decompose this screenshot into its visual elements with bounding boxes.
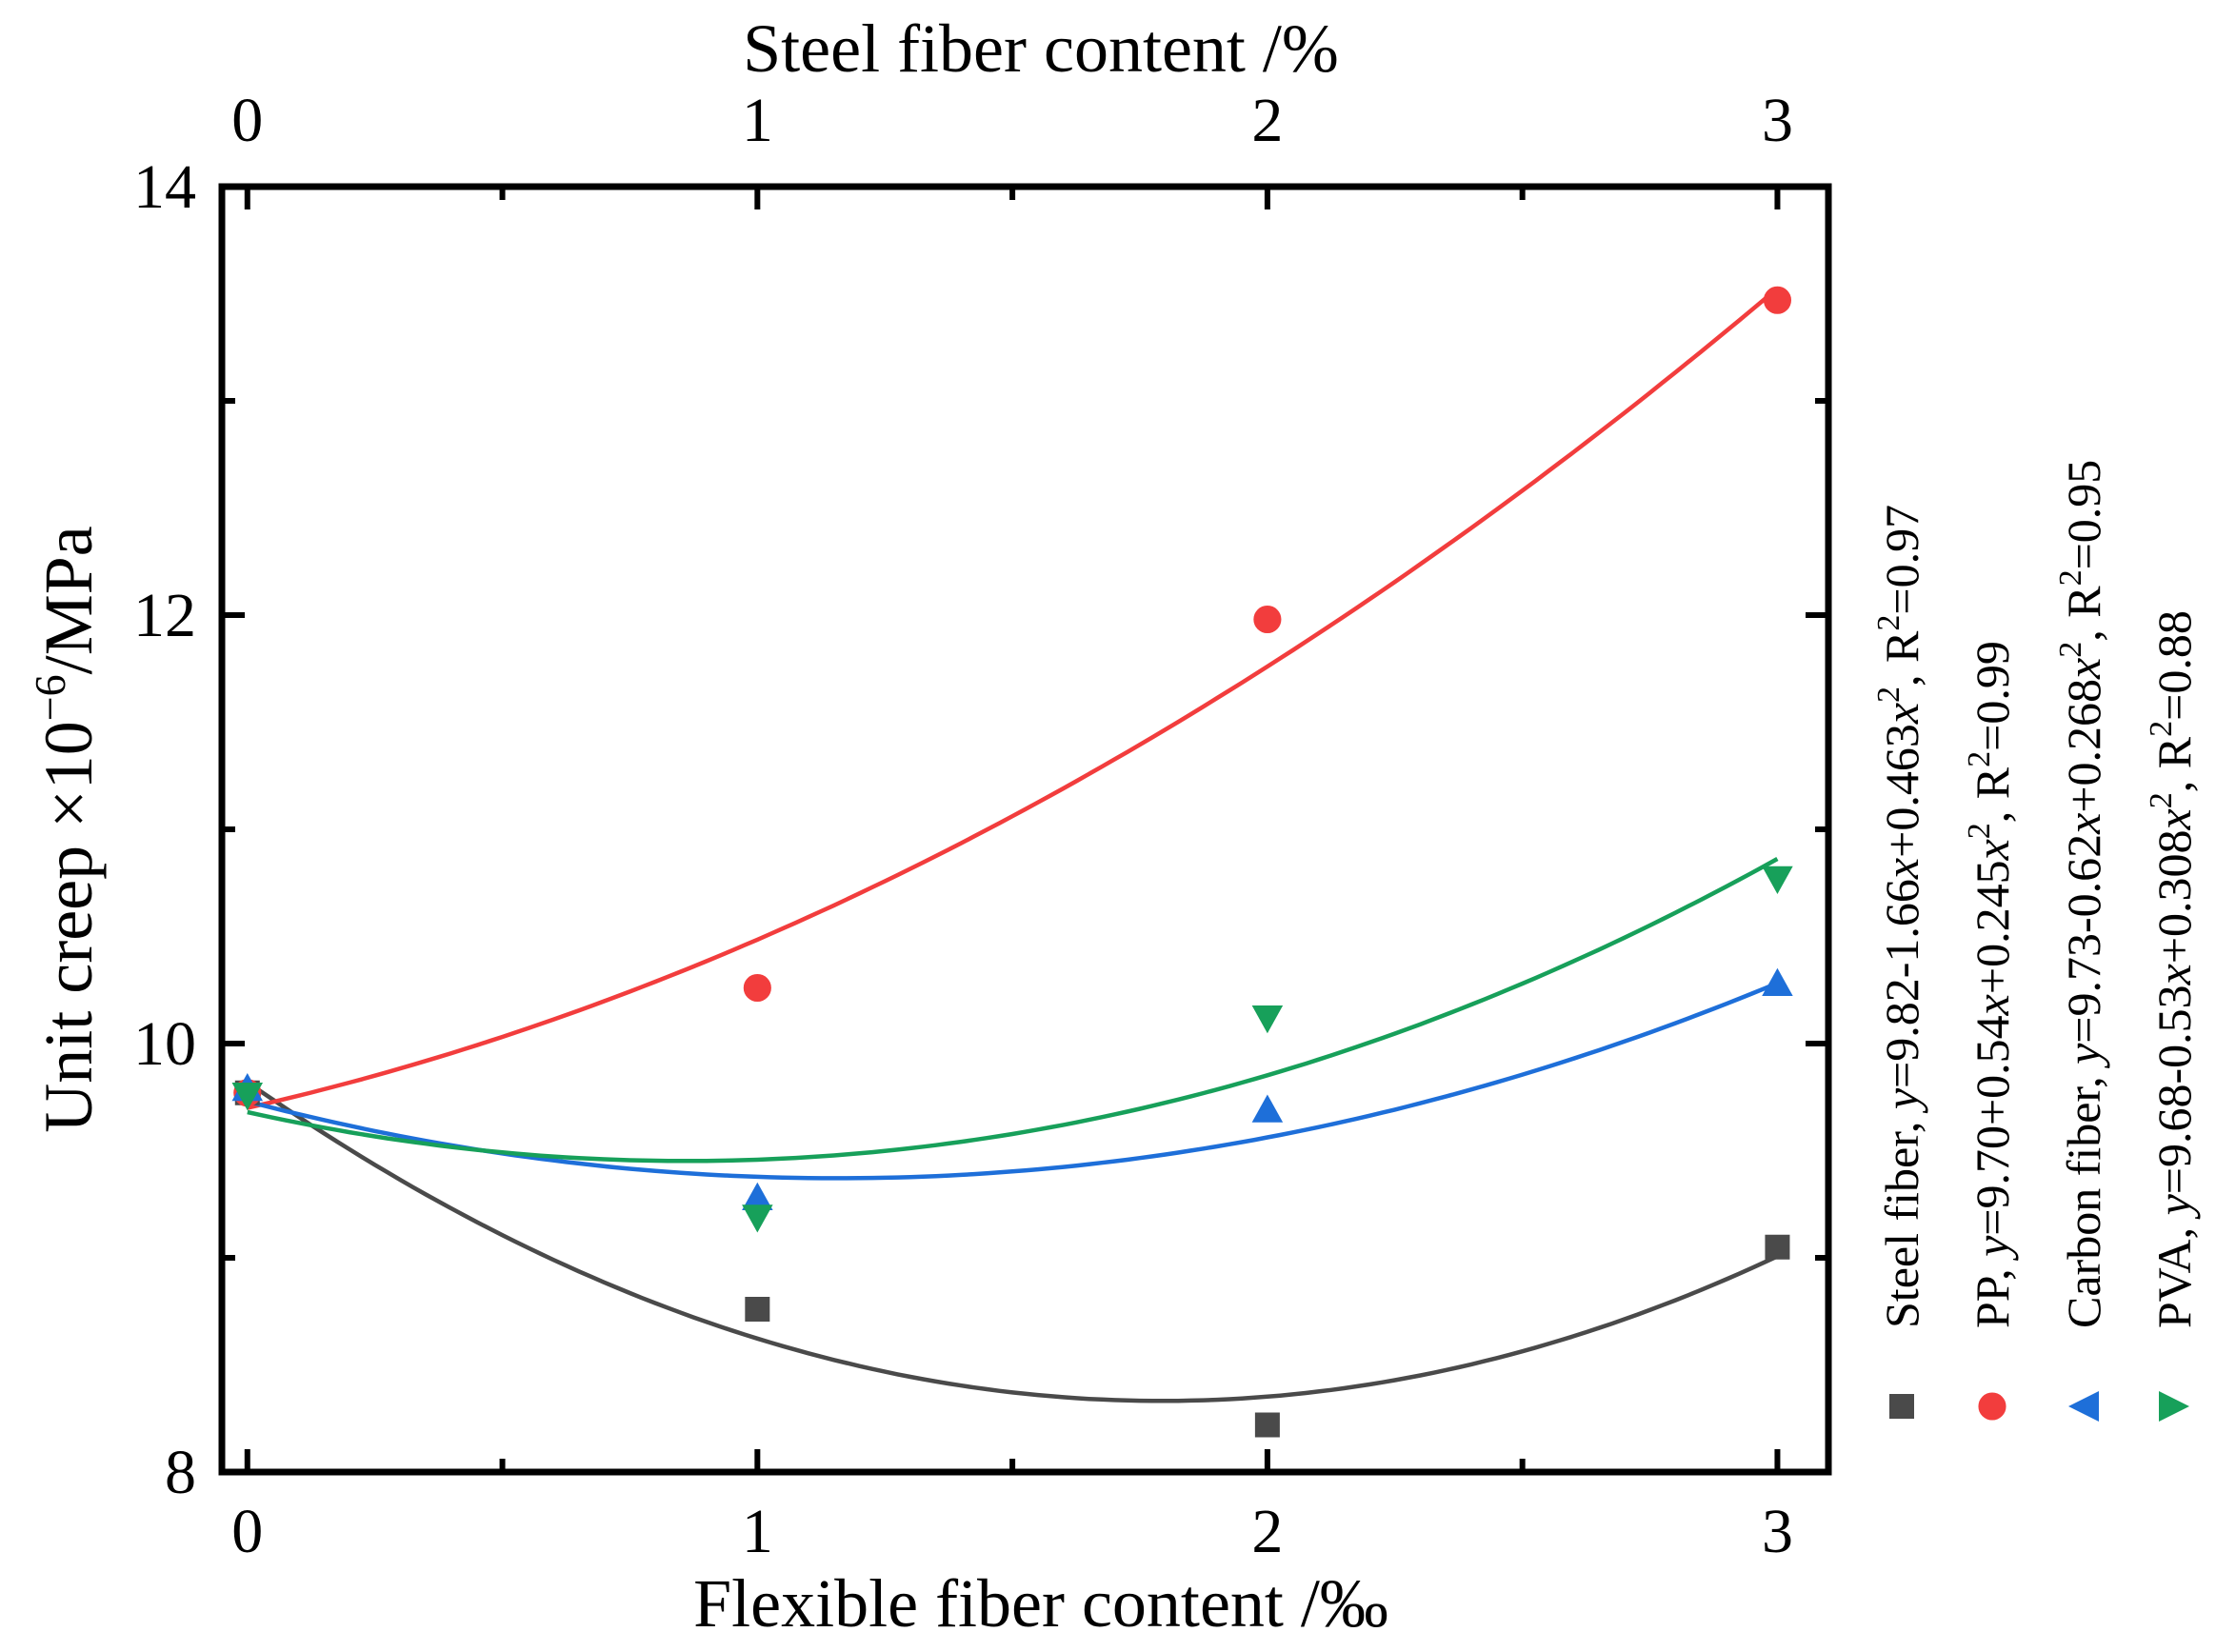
fit-curves [246, 287, 1779, 1403]
y-tick-label: 12 [133, 581, 196, 650]
legend-label: PP, y=9.70+0.54x+0.245x2, R2=0.99 [1962, 641, 2019, 1328]
legend-label-part: 2 [1962, 823, 1997, 839]
top-x-tick-label: 0 [231, 86, 263, 155]
data-point-pp [743, 973, 771, 1003]
legend-label: Carbon fiber, y=9.73-0.62x+0.268x2, R2=0… [2053, 460, 2110, 1328]
legend-label-part: , R [2147, 736, 2201, 792]
data-point-carbon-fiber [1251, 1094, 1284, 1123]
legend-label-part: 2 [1871, 615, 1907, 631]
fit-curve-steel-fiber [246, 1080, 1779, 1403]
top-x-tick-label: 3 [1762, 86, 1793, 155]
legend-marker [1978, 1392, 2006, 1421]
data-point-steel-fiber [745, 1297, 770, 1322]
legend-label-part: 2 [2053, 642, 2088, 658]
legend-label-part: =0.88 [2147, 610, 2201, 721]
fit-curve-pp [247, 287, 1779, 1110]
legend-label-part: x [1966, 839, 2019, 861]
legend-label-part: 2 [1871, 687, 1907, 703]
legend-label-part: +0.463 [1875, 724, 1928, 858]
legend-label-part: x [1966, 994, 2019, 1016]
legend-label-part: , R [2057, 586, 2110, 642]
legend-label-part: =9.70+0.54 [1966, 1015, 2019, 1235]
data-point-pva [1762, 866, 1793, 894]
legend-label-part: =0.97 [1875, 505, 1928, 615]
top-x-axis-title: Steel fiber content /% [743, 10, 1339, 87]
x-axis-title: Flexible fiber content /‰ [693, 1565, 1388, 1642]
legend-label-part: =0.99 [1966, 641, 2019, 751]
data-point-pva [1251, 1005, 1284, 1034]
legend: Steel fiber, y=9.82-1.66x+0.463x2, R2=0.… [1871, 460, 2201, 1422]
legend-label-part: y [2147, 1193, 2201, 1220]
fit-curve-pva [247, 857, 1779, 1164]
data-point-pp [1253, 605, 1282, 634]
plot-frame [218, 183, 1832, 1476]
legend-label-part: y [1875, 1087, 1928, 1114]
legend-label-part: x [2057, 658, 2110, 680]
legend-label-part: Steel fiber, [1875, 1109, 1928, 1328]
legend-marker [2159, 1391, 2189, 1422]
legend-label-part: PVA, [2147, 1215, 2201, 1328]
legend-label-part: x [1875, 858, 1928, 880]
legend-label-part: y [1966, 1235, 2019, 1262]
legend-label-part: , R [1875, 630, 1928, 687]
legend-label-part: , R [1966, 766, 2019, 823]
top-x-tick-label: 2 [1251, 86, 1283, 155]
y-axis-title-exponent: −6 [26, 674, 74, 721]
x-tick-label: 2 [1251, 1497, 1283, 1566]
data-point-steel-fiber [1765, 1234, 1790, 1260]
x-tick-label: 0 [231, 1497, 263, 1566]
legend-label-part: =9.82-1.66 [1875, 879, 1928, 1088]
axis-ticks [222, 184, 1828, 1475]
x-tick-label: 3 [1762, 1497, 1793, 1566]
y-axis-title-main: Unit creep ×10 [30, 721, 107, 1132]
data-point-steel-fiber [1254, 1412, 1280, 1438]
data-point-carbon-fiber [742, 1182, 773, 1210]
legend-label-part: =9.68-0.53 [2147, 985, 2201, 1194]
legend-label-part: 2 [2053, 569, 2088, 586]
y-tick-label: 10 [133, 1009, 196, 1079]
legend-label-part: +0.245 [1966, 860, 2019, 994]
legend-marker [1889, 1394, 1914, 1419]
legend-label-part: x [1875, 703, 1928, 725]
legend-label-part: 2 [2144, 721, 2179, 737]
legend-label-part: +0.308 [2147, 829, 2201, 964]
legend-label-part: +0.268 [2057, 679, 2110, 813]
legend-label-part: PP, [1966, 1257, 2019, 1328]
legend-label-part: x [2057, 813, 2110, 835]
data-points [231, 286, 1793, 1438]
legend-label: PVA, y=9.68-0.53x+0.308x2, R2=0.88 [2144, 610, 2201, 1328]
x-tick-label: 1 [742, 1497, 773, 1566]
legend-label-part: y [2057, 1043, 2110, 1069]
legend-label-part: =9.73-0.62 [2057, 834, 2110, 1044]
top-x-tick-label: 1 [742, 86, 773, 155]
data-point-pp [1763, 286, 1792, 314]
y-tick-label: 14 [133, 152, 196, 222]
legend-label-part: 2 [2144, 792, 2179, 808]
y-axis-title-unit: /MPa [30, 526, 107, 674]
legend-label-part: x [2147, 808, 2201, 830]
legend-label-part: Carbon fiber, [2057, 1065, 2110, 1328]
data-point-pva [742, 1204, 773, 1233]
legend-label: Steel fiber, y=9.82-1.66x+0.463x2, R2=0.… [1871, 505, 1928, 1328]
legend-marker [2068, 1391, 2099, 1422]
legend-label-part: 2 [1962, 751, 1997, 767]
legend-label-part: =0.95 [2057, 460, 2110, 570]
data-point-carbon-fiber [1762, 967, 1793, 996]
legend-label-part: x [2147, 964, 2201, 985]
y-tick-label: 8 [165, 1438, 196, 1507]
y-axis-title: Unit creep ×10−6/MPa [26, 526, 107, 1132]
data-point-pva [231, 1083, 264, 1111]
